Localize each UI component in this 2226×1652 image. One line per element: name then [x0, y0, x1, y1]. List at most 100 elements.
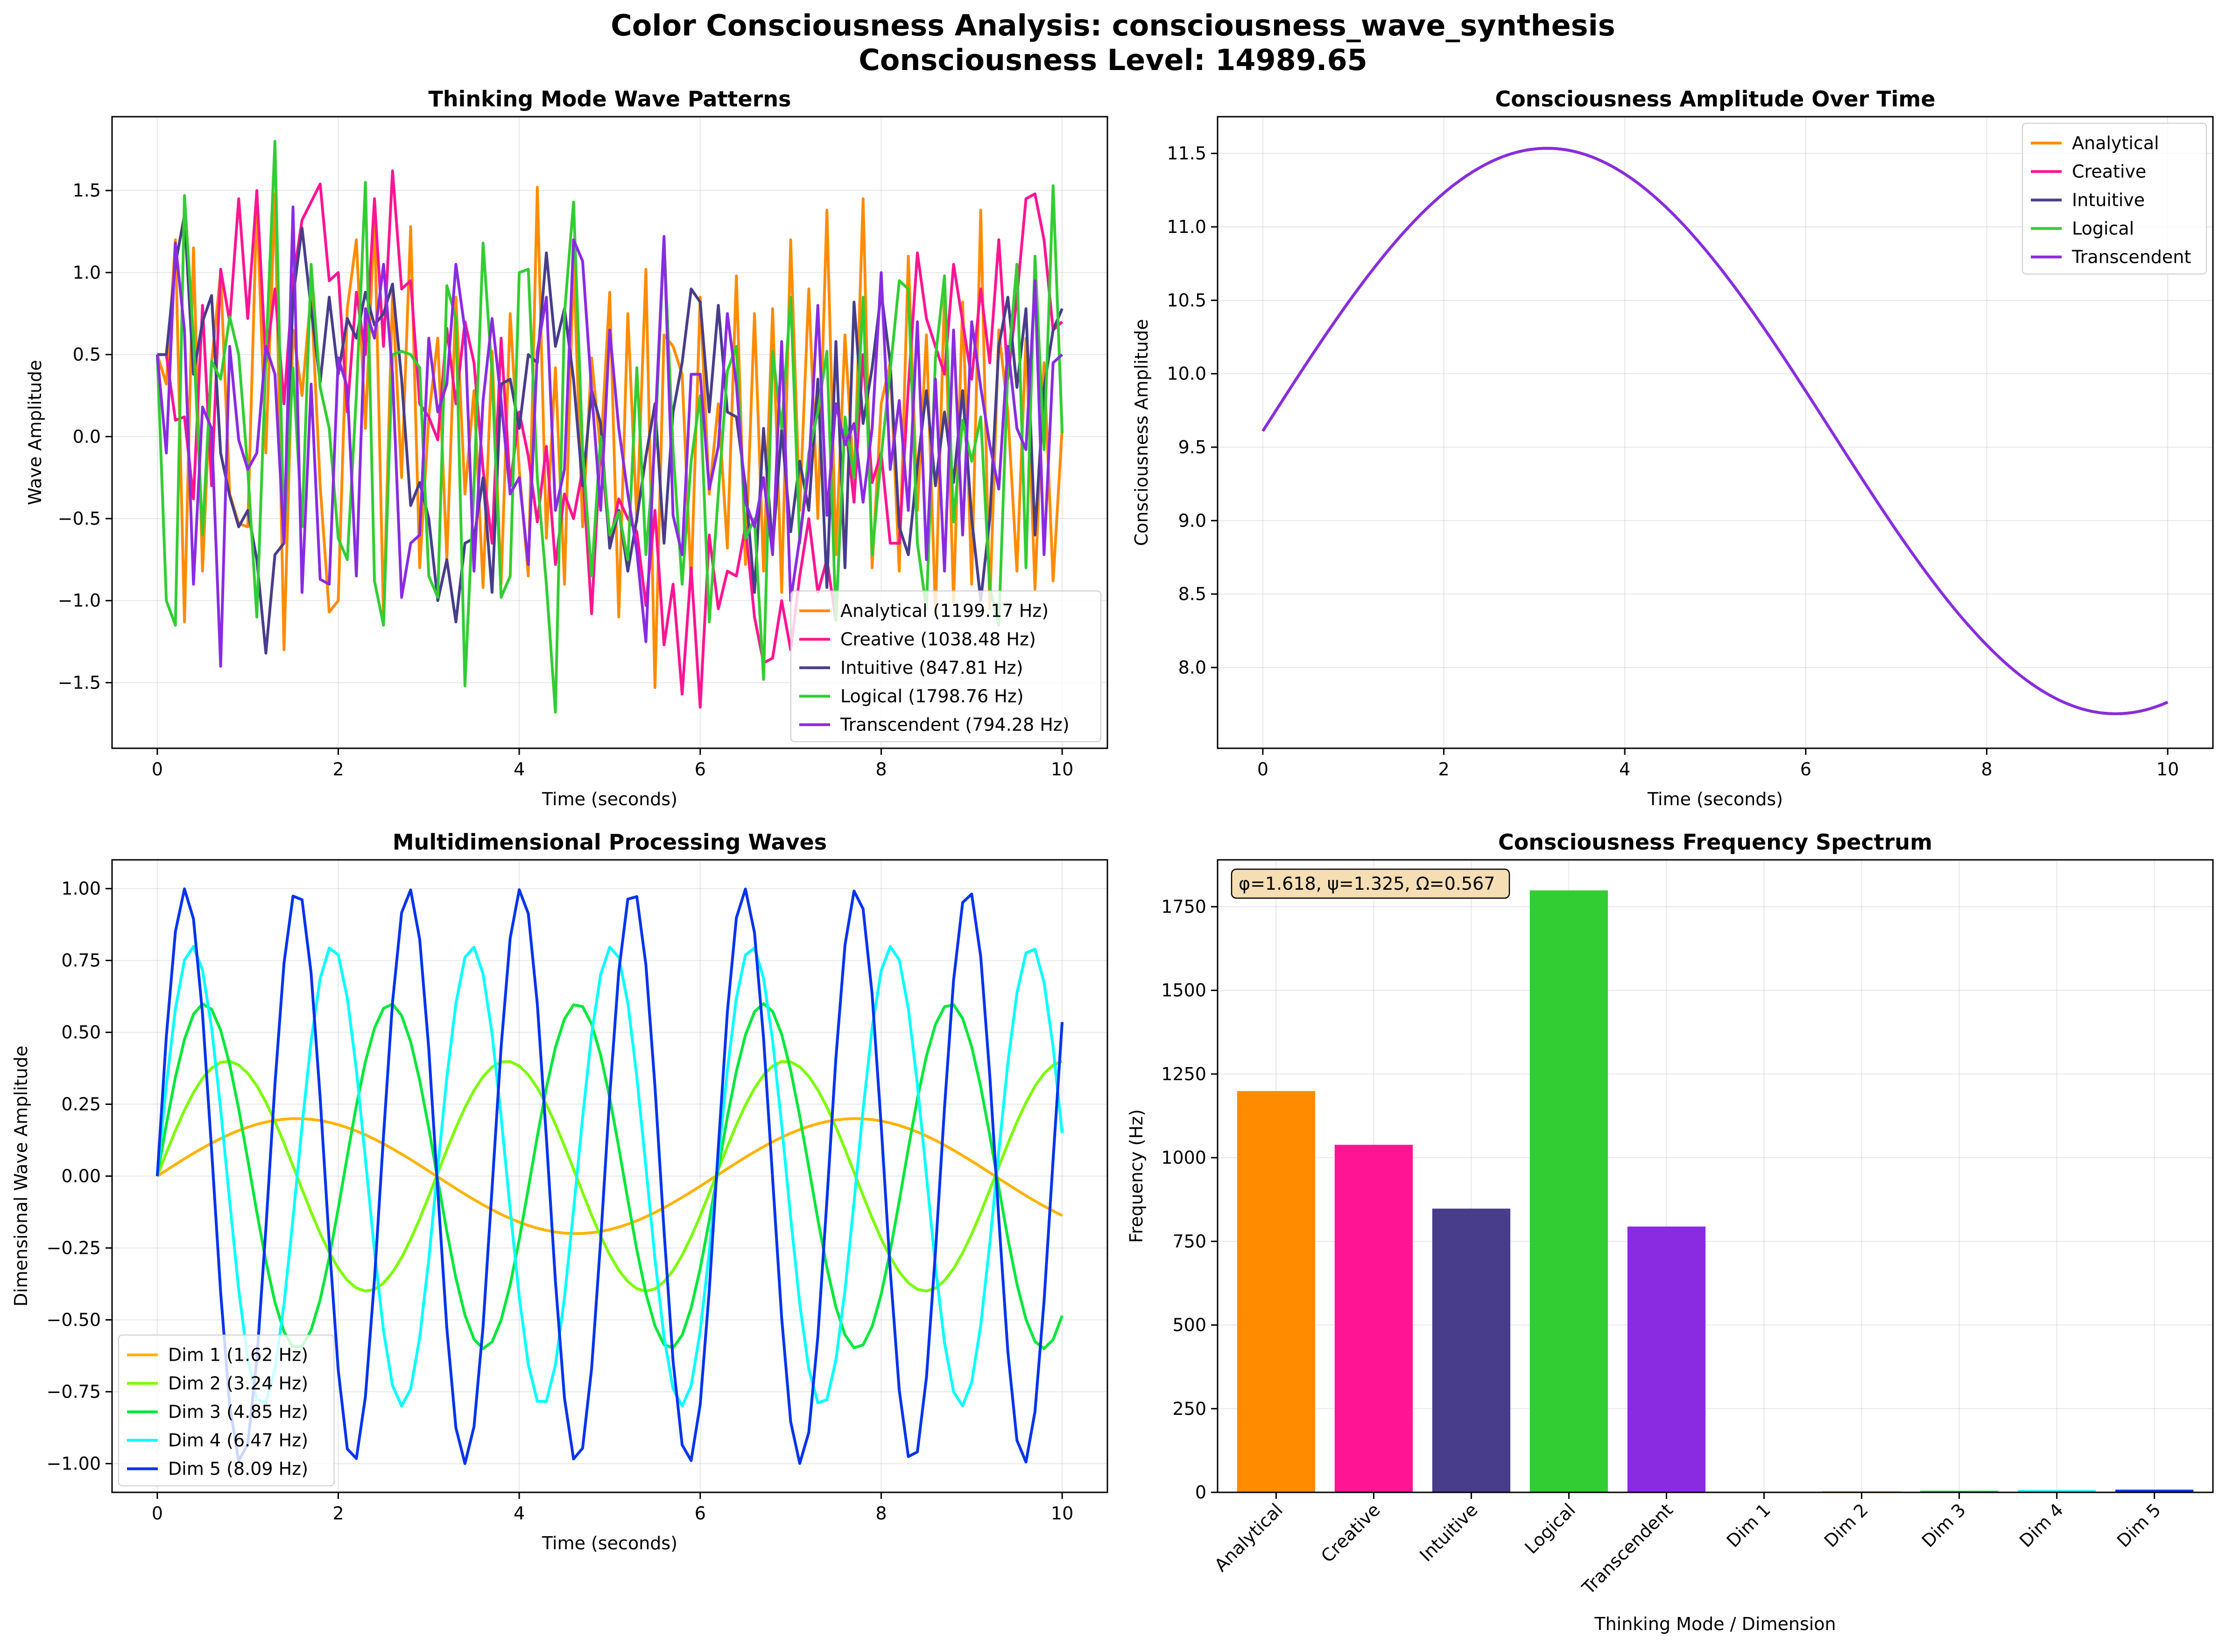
legend-label: Logical	[2072, 218, 2134, 239]
y-tick-label: 250	[1172, 1399, 1206, 1419]
y-tick-label: −1.00	[47, 1453, 101, 1474]
legend-label: Dim 5 (8.09 Hz)	[168, 1459, 308, 1479]
plot-frame	[1217, 859, 2214, 1493]
y-tick-label: 8.5	[1178, 584, 1206, 605]
bar-transcendent	[1627, 1226, 1706, 1492]
x-tick-label: 0	[152, 1503, 163, 1524]
x-tick-label: 6	[695, 1503, 706, 1524]
y-tick-label: −1.0	[58, 591, 101, 611]
y-tick-label: 1500	[1161, 980, 1206, 1001]
y-tick-label: 500	[1172, 1315, 1206, 1336]
legend-label: Creative	[2072, 162, 2146, 182]
legend-label: Creative (1038.48 Hz)	[840, 629, 1036, 650]
legend-entry: Intuitive (847.81 Hz)	[799, 658, 1023, 678]
x-tick-label: 2	[1438, 759, 1449, 780]
figure-title-line1: Color Consciousness Analysis: consciousn…	[611, 8, 1615, 42]
series-line-logical	[155, 140, 1064, 714]
bar-logical	[1529, 890, 1608, 1492]
x-tick-label: 6	[1800, 759, 1811, 780]
y-axis-label: Frequency (Hz)	[1126, 1109, 1147, 1243]
legend-entry: Dim 1 (1.62 Hz)	[127, 1345, 308, 1365]
panel-dimensional: 0 2 4 6 8 10 −1.00 −0.75 −0.50 −0.25 0.00 0.25 0.50 0…	[11, 830, 1108, 1554]
y-tick-label: 9.0	[1178, 510, 1206, 531]
y-axis-label: Consciousness Amplitude	[1131, 319, 1152, 546]
legend-entry: Transcendent (794.28 Hz)	[799, 715, 1070, 735]
y-tick-label: 10.5	[1167, 290, 1206, 310]
series-line-intuitive	[157, 213, 1064, 655]
plot-frame	[1217, 116, 2214, 749]
x-tick-label: 2	[332, 759, 344, 780]
legend-entry: Dim 5 (8.09 Hz)	[127, 1459, 308, 1479]
legend-entry: Creative	[2031, 162, 2146, 182]
x-tick-label: 4	[514, 1503, 525, 1524]
series-line-dim-2	[156, 1060, 1063, 1293]
bar-analytical	[1237, 1091, 1316, 1492]
parameter-annotation: φ=1.618, ψ=1.325, Ω=0.567	[1231, 868, 1510, 899]
legend-label: Intuitive (847.81 Hz)	[840, 658, 1023, 678]
legend-label: Dim 4 (6.47 Hz)	[168, 1430, 308, 1451]
y-tick-label: 0.25	[61, 1094, 101, 1115]
legend-entry: Analytical (1199.17 Hz)	[799, 601, 1049, 621]
y-tick-label: 750	[1172, 1231, 1206, 1251]
plot-frame	[111, 859, 1108, 1493]
series-line-transcendent	[1261, 147, 2169, 715]
series-line-dim-4	[155, 945, 1064, 1408]
legend-label: Intuitive	[2072, 190, 2145, 211]
legend: Analytical Creative Intuitive Logical Transc…	[2022, 123, 2207, 274]
legend-label: Analytical	[2072, 133, 2159, 154]
y-tick-label: 0.5	[73, 344, 101, 365]
y-tick-label: 1000	[1161, 1147, 1206, 1168]
x-tick-label: 8	[875, 1503, 887, 1524]
panel-title: Multidimensional Processing Waves	[393, 830, 827, 855]
x-tick-label: 4	[1619, 759, 1630, 780]
y-tick-label: 11.5	[1167, 143, 1206, 164]
x-tick-label: 0	[1257, 759, 1268, 780]
y-axis-label: Dimensional Wave Amplitude	[11, 1046, 31, 1307]
panel-title: Consciousness Amplitude Over Time	[1495, 86, 1935, 112]
x-tick-label: 10	[2156, 759, 2179, 780]
legend-label: Transcendent	[2071, 247, 2191, 267]
legend-box	[790, 591, 1101, 742]
x-tick-label: 8	[875, 759, 887, 780]
y-tick-label: −0.5	[58, 508, 101, 529]
x-tick-label: 10	[1051, 759, 1073, 780]
legend-label: Dim 3 (4.85 Hz)	[168, 1402, 308, 1422]
series-line-transcendent	[155, 205, 1064, 668]
annotation-text: φ=1.618, ψ=1.325, Ω=0.567	[1239, 873, 1495, 894]
y-tick-label: 0	[1195, 1482, 1206, 1503]
series-line-dim-5	[155, 887, 1064, 1465]
panel-amplitude: 0 2 4 6 8 10 8.0 8.5 9.0 9.5 10.0 10.5 11.0 11.5 Consc…	[1131, 86, 2214, 809]
x-tick-label: 6	[695, 759, 706, 780]
y-tick-label: 0.50	[61, 1022, 101, 1043]
annotation-box	[1231, 868, 1510, 899]
x-tick-label: 8	[1981, 759, 1992, 780]
bars	[1237, 890, 2194, 1492]
legend-label: Logical (1798.76 Hz)	[840, 686, 1024, 707]
y-tick-label: 1.0	[73, 262, 101, 283]
legend: Analytical (1199.17 Hz) Creative (1038.48…	[790, 591, 1101, 742]
bar-creative	[1334, 1145, 1413, 1492]
y-tick-label: 1250	[1161, 1064, 1206, 1084]
y-axis-label: Wave Amplitude	[25, 360, 45, 505]
series-lines	[1261, 147, 2169, 715]
y-tick-label: 1.00	[61, 879, 101, 899]
y-tick-label: −0.75	[47, 1381, 101, 1402]
y-tick-label: 1750	[1161, 896, 1206, 917]
y-tick-label: 1.5	[73, 180, 101, 201]
y-tick-label: 0.75	[61, 950, 101, 971]
x-axis-label: Time (seconds)	[542, 1533, 677, 1554]
legend-entry: Dim 2 (3.24 Hz)	[127, 1373, 308, 1394]
plot-frame	[111, 116, 1108, 749]
y-tick-label: 0.0	[73, 426, 101, 447]
bar-dim-3	[1920, 1490, 1999, 1492]
legend-label: Transcendent (794.28 Hz)	[840, 715, 1070, 735]
bar-dim-4	[2017, 1490, 2096, 1492]
series-lines	[155, 887, 1064, 1465]
y-tick-label: 0.00	[61, 1166, 101, 1187]
x-tick-label: 2	[332, 1503, 344, 1524]
legend-entry: Transcendent	[2031, 247, 2191, 267]
panel-thinking: 0 2 4 6 8 10 −1.5 −1.0 −0.5 0.0 0.5 1.0 1.5 Thinking …	[25, 86, 1108, 809]
legend-entry: Logical	[2031, 218, 2134, 239]
legend-entry: Creative (1038.48 Hz)	[799, 629, 1036, 650]
